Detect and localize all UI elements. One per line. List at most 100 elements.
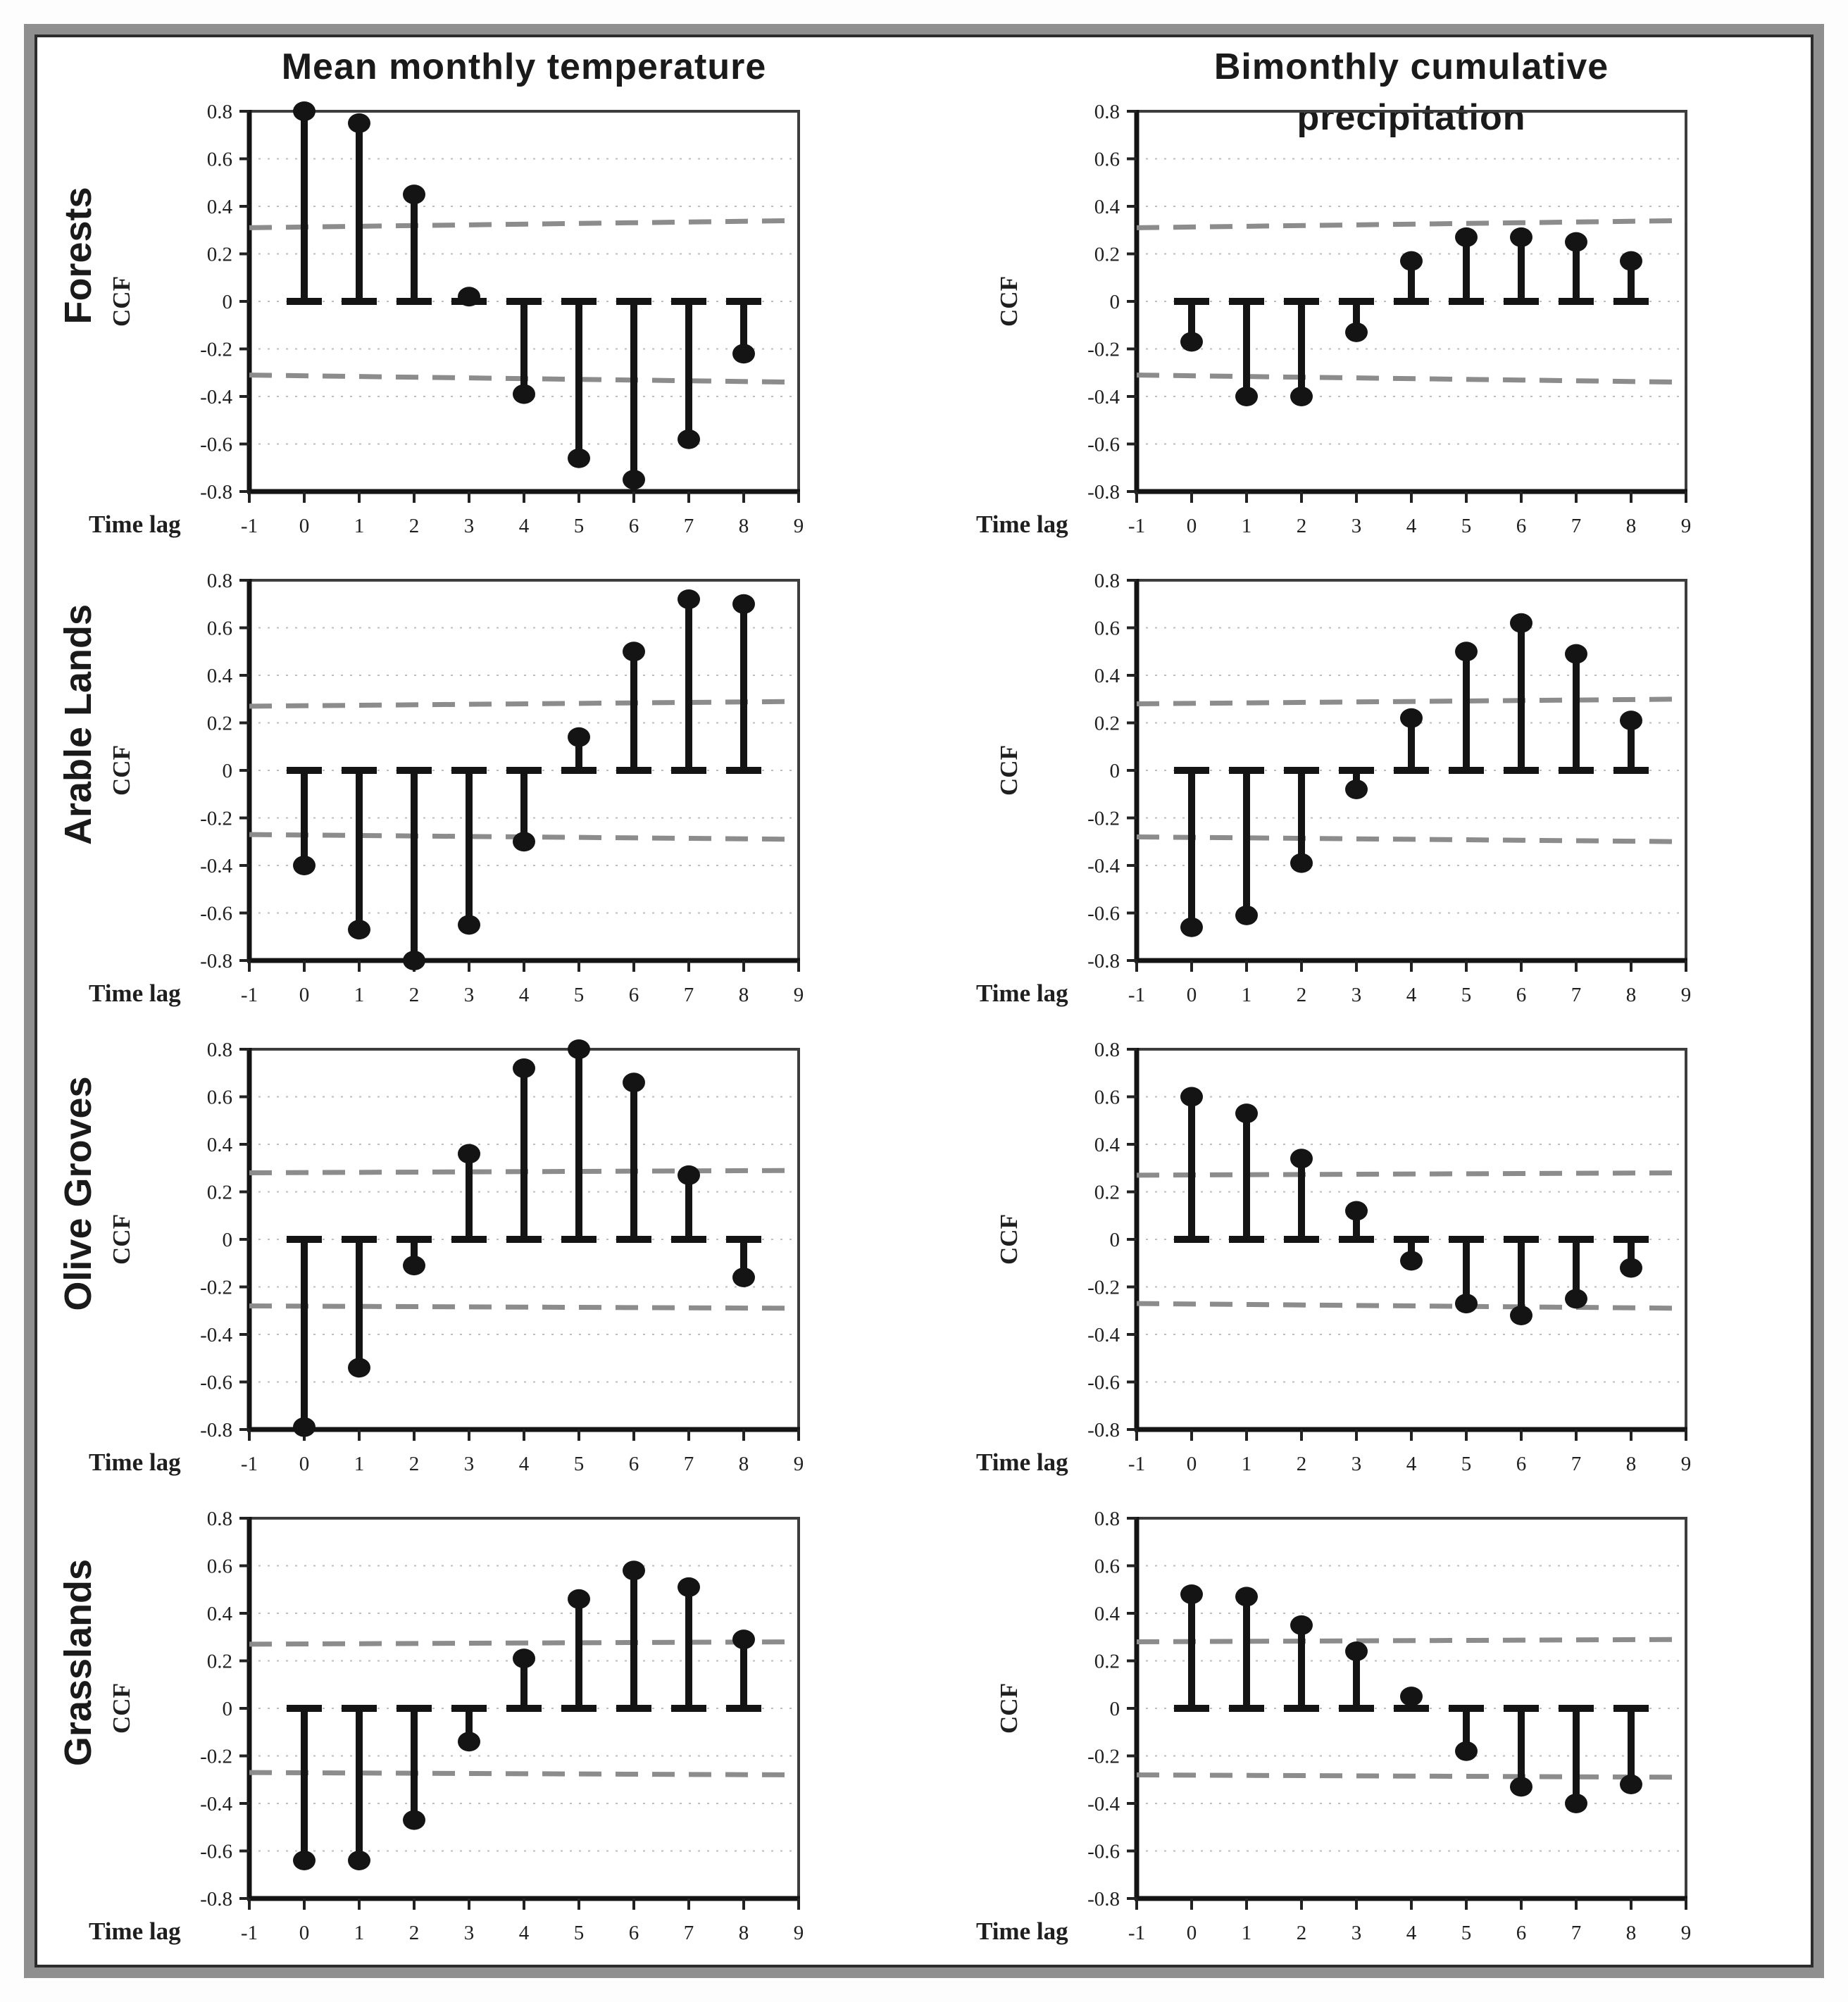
svg-text:-0.2: -0.2 [1087, 1746, 1120, 1768]
svg-text:2: 2 [1297, 1922, 1307, 1944]
svg-text:-0.6: -0.6 [200, 1372, 232, 1394]
svg-text:0.6: 0.6 [207, 1087, 232, 1109]
svg-text:-0.2: -0.2 [200, 1277, 232, 1299]
svg-text:0: 0 [223, 291, 233, 313]
svg-text:7: 7 [1571, 1922, 1582, 1944]
svg-text:7: 7 [684, 1922, 694, 1944]
svg-text:8: 8 [1626, 1453, 1637, 1475]
svg-text:0.4: 0.4 [1094, 196, 1120, 218]
svg-text:0.6: 0.6 [1094, 149, 1120, 171]
svg-text:6: 6 [629, 1453, 639, 1475]
svg-text:4: 4 [1406, 1453, 1417, 1475]
svg-text:0.4: 0.4 [1094, 1603, 1120, 1625]
svg-text:0: 0 [1110, 1698, 1120, 1720]
svg-text:4: 4 [1406, 515, 1417, 537]
svg-text:-0.6: -0.6 [1087, 903, 1120, 925]
svg-text:3: 3 [464, 515, 475, 537]
svg-text:0.2: 0.2 [1094, 244, 1120, 266]
svg-text:CCF: CCF [108, 276, 135, 327]
svg-text:6: 6 [1516, 984, 1527, 1006]
svg-text:8: 8 [739, 1453, 749, 1475]
figure-frame: Mean monthly temperature Bimonthly cumul… [24, 24, 1824, 1978]
svg-text:-0.8: -0.8 [1087, 481, 1120, 503]
svg-text:Time lag: Time lag [89, 1449, 181, 1476]
svg-text:Time lag: Time lag [976, 980, 1068, 1007]
svg-text:5: 5 [1461, 984, 1472, 1006]
svg-text:-0.8: -0.8 [1087, 1419, 1120, 1441]
svg-text:Time lag: Time lag [976, 511, 1068, 538]
svg-text:0: 0 [1110, 760, 1120, 782]
svg-text:0.2: 0.2 [207, 713, 232, 735]
svg-text:-0.6: -0.6 [200, 434, 232, 456]
svg-text:8: 8 [739, 515, 749, 537]
svg-text:CCF: CCF [995, 1214, 1023, 1265]
svg-text:8: 8 [1626, 515, 1637, 537]
chart-grasslands-temperature: 0.8 0.6 0.4 0.2 0 -0.2 -0.4 -0.6 -0.8 -1 0 1 2 3 4 5 6 7 8… [89, 1508, 804, 1945]
svg-text:8: 8 [1626, 1922, 1637, 1944]
svg-text:Time lag: Time lag [976, 1917, 1068, 1945]
svg-text:5: 5 [1461, 515, 1472, 537]
svg-text:3: 3 [1351, 984, 1362, 1006]
svg-text:-0.2: -0.2 [1087, 1277, 1120, 1299]
svg-text:9: 9 [794, 1922, 804, 1944]
svg-text:0.4: 0.4 [1094, 1134, 1120, 1156]
svg-text:Time lag: Time lag [976, 1449, 1068, 1476]
svg-text:0.6: 0.6 [1094, 1556, 1120, 1578]
svg-text:7: 7 [684, 1453, 694, 1475]
svg-text:-0.8: -0.8 [200, 950, 232, 972]
svg-text:7: 7 [684, 984, 694, 1006]
svg-text:0: 0 [1187, 515, 1197, 537]
svg-text:-0.4: -0.4 [200, 1793, 232, 1815]
svg-text:CCF: CCF [108, 1683, 135, 1734]
svg-text:5: 5 [574, 984, 585, 1006]
svg-text:0: 0 [1110, 1229, 1120, 1251]
svg-text:0.4: 0.4 [207, 1603, 233, 1625]
svg-text:2: 2 [409, 1922, 420, 1944]
svg-text:0.2: 0.2 [207, 1651, 232, 1673]
svg-text:0.8: 0.8 [207, 1508, 232, 1530]
svg-text:9: 9 [794, 1453, 804, 1475]
svg-text:-0.8: -0.8 [1087, 1888, 1120, 1910]
svg-text:-0.2: -0.2 [1087, 339, 1120, 361]
svg-text:0.8: 0.8 [1094, 1508, 1120, 1530]
svg-text:-1: -1 [241, 984, 258, 1006]
svg-text:0: 0 [223, 1698, 233, 1720]
svg-text:0.4: 0.4 [207, 1134, 233, 1156]
svg-text:0.8: 0.8 [207, 570, 232, 592]
chart-arable-precipitation: 0.8 0.6 0.4 0.2 0 -0.2 -0.4 -0.6 -0.8 -1 0 1 2 3 4 5 6 7 8… [976, 570, 1691, 1007]
svg-text:0.6: 0.6 [1094, 1087, 1120, 1109]
column-title-temperature: Mean monthly temperature [281, 46, 767, 87]
svg-text:CCF: CCF [108, 745, 135, 796]
svg-text:Time lag: Time lag [89, 511, 181, 538]
svg-text:-1: -1 [1128, 1453, 1145, 1475]
svg-text:9: 9 [1681, 1453, 1692, 1475]
svg-text:9: 9 [794, 984, 804, 1006]
svg-text:0: 0 [1187, 1453, 1197, 1475]
svg-text:7: 7 [1571, 984, 1582, 1006]
svg-text:0.8: 0.8 [1094, 101, 1120, 123]
svg-text:1: 1 [1242, 1453, 1252, 1475]
svg-text:-1: -1 [241, 515, 258, 537]
svg-text:0: 0 [223, 760, 233, 782]
svg-text:3: 3 [1351, 515, 1362, 537]
svg-text:-0.2: -0.2 [1087, 808, 1120, 830]
chart-olive-precipitation: 0.8 0.6 0.4 0.2 0 -0.2 -0.4 -0.6 -0.8 -1 0 1 2 3 4 5 6 7 8… [976, 1039, 1692, 1476]
svg-text:0.2: 0.2 [1094, 713, 1120, 735]
svg-text:-0.4: -0.4 [1087, 855, 1120, 877]
svg-text:6: 6 [1516, 1453, 1527, 1475]
svg-text:-0.2: -0.2 [200, 339, 232, 361]
svg-text:-0.4: -0.4 [200, 386, 232, 408]
svg-text:2: 2 [409, 984, 420, 1006]
svg-text:1: 1 [1242, 984, 1252, 1006]
svg-text:6: 6 [1516, 515, 1527, 537]
svg-text:-0.4: -0.4 [200, 1324, 232, 1346]
svg-text:-0.8: -0.8 [200, 1888, 232, 1910]
svg-text:5: 5 [1461, 1453, 1472, 1475]
chart-olive-temperature: 0.8 0.6 0.4 0.2 0 -0.2 -0.4 -0.6 -0.8 -1 0 1 2 3 4 5 6 7 8… [89, 1039, 804, 1476]
svg-text:-1: -1 [1128, 515, 1145, 537]
svg-text:3: 3 [464, 1453, 475, 1475]
svg-text:7: 7 [1571, 1453, 1582, 1475]
svg-text:8: 8 [739, 984, 749, 1006]
svg-text:Time lag: Time lag [89, 1917, 181, 1945]
